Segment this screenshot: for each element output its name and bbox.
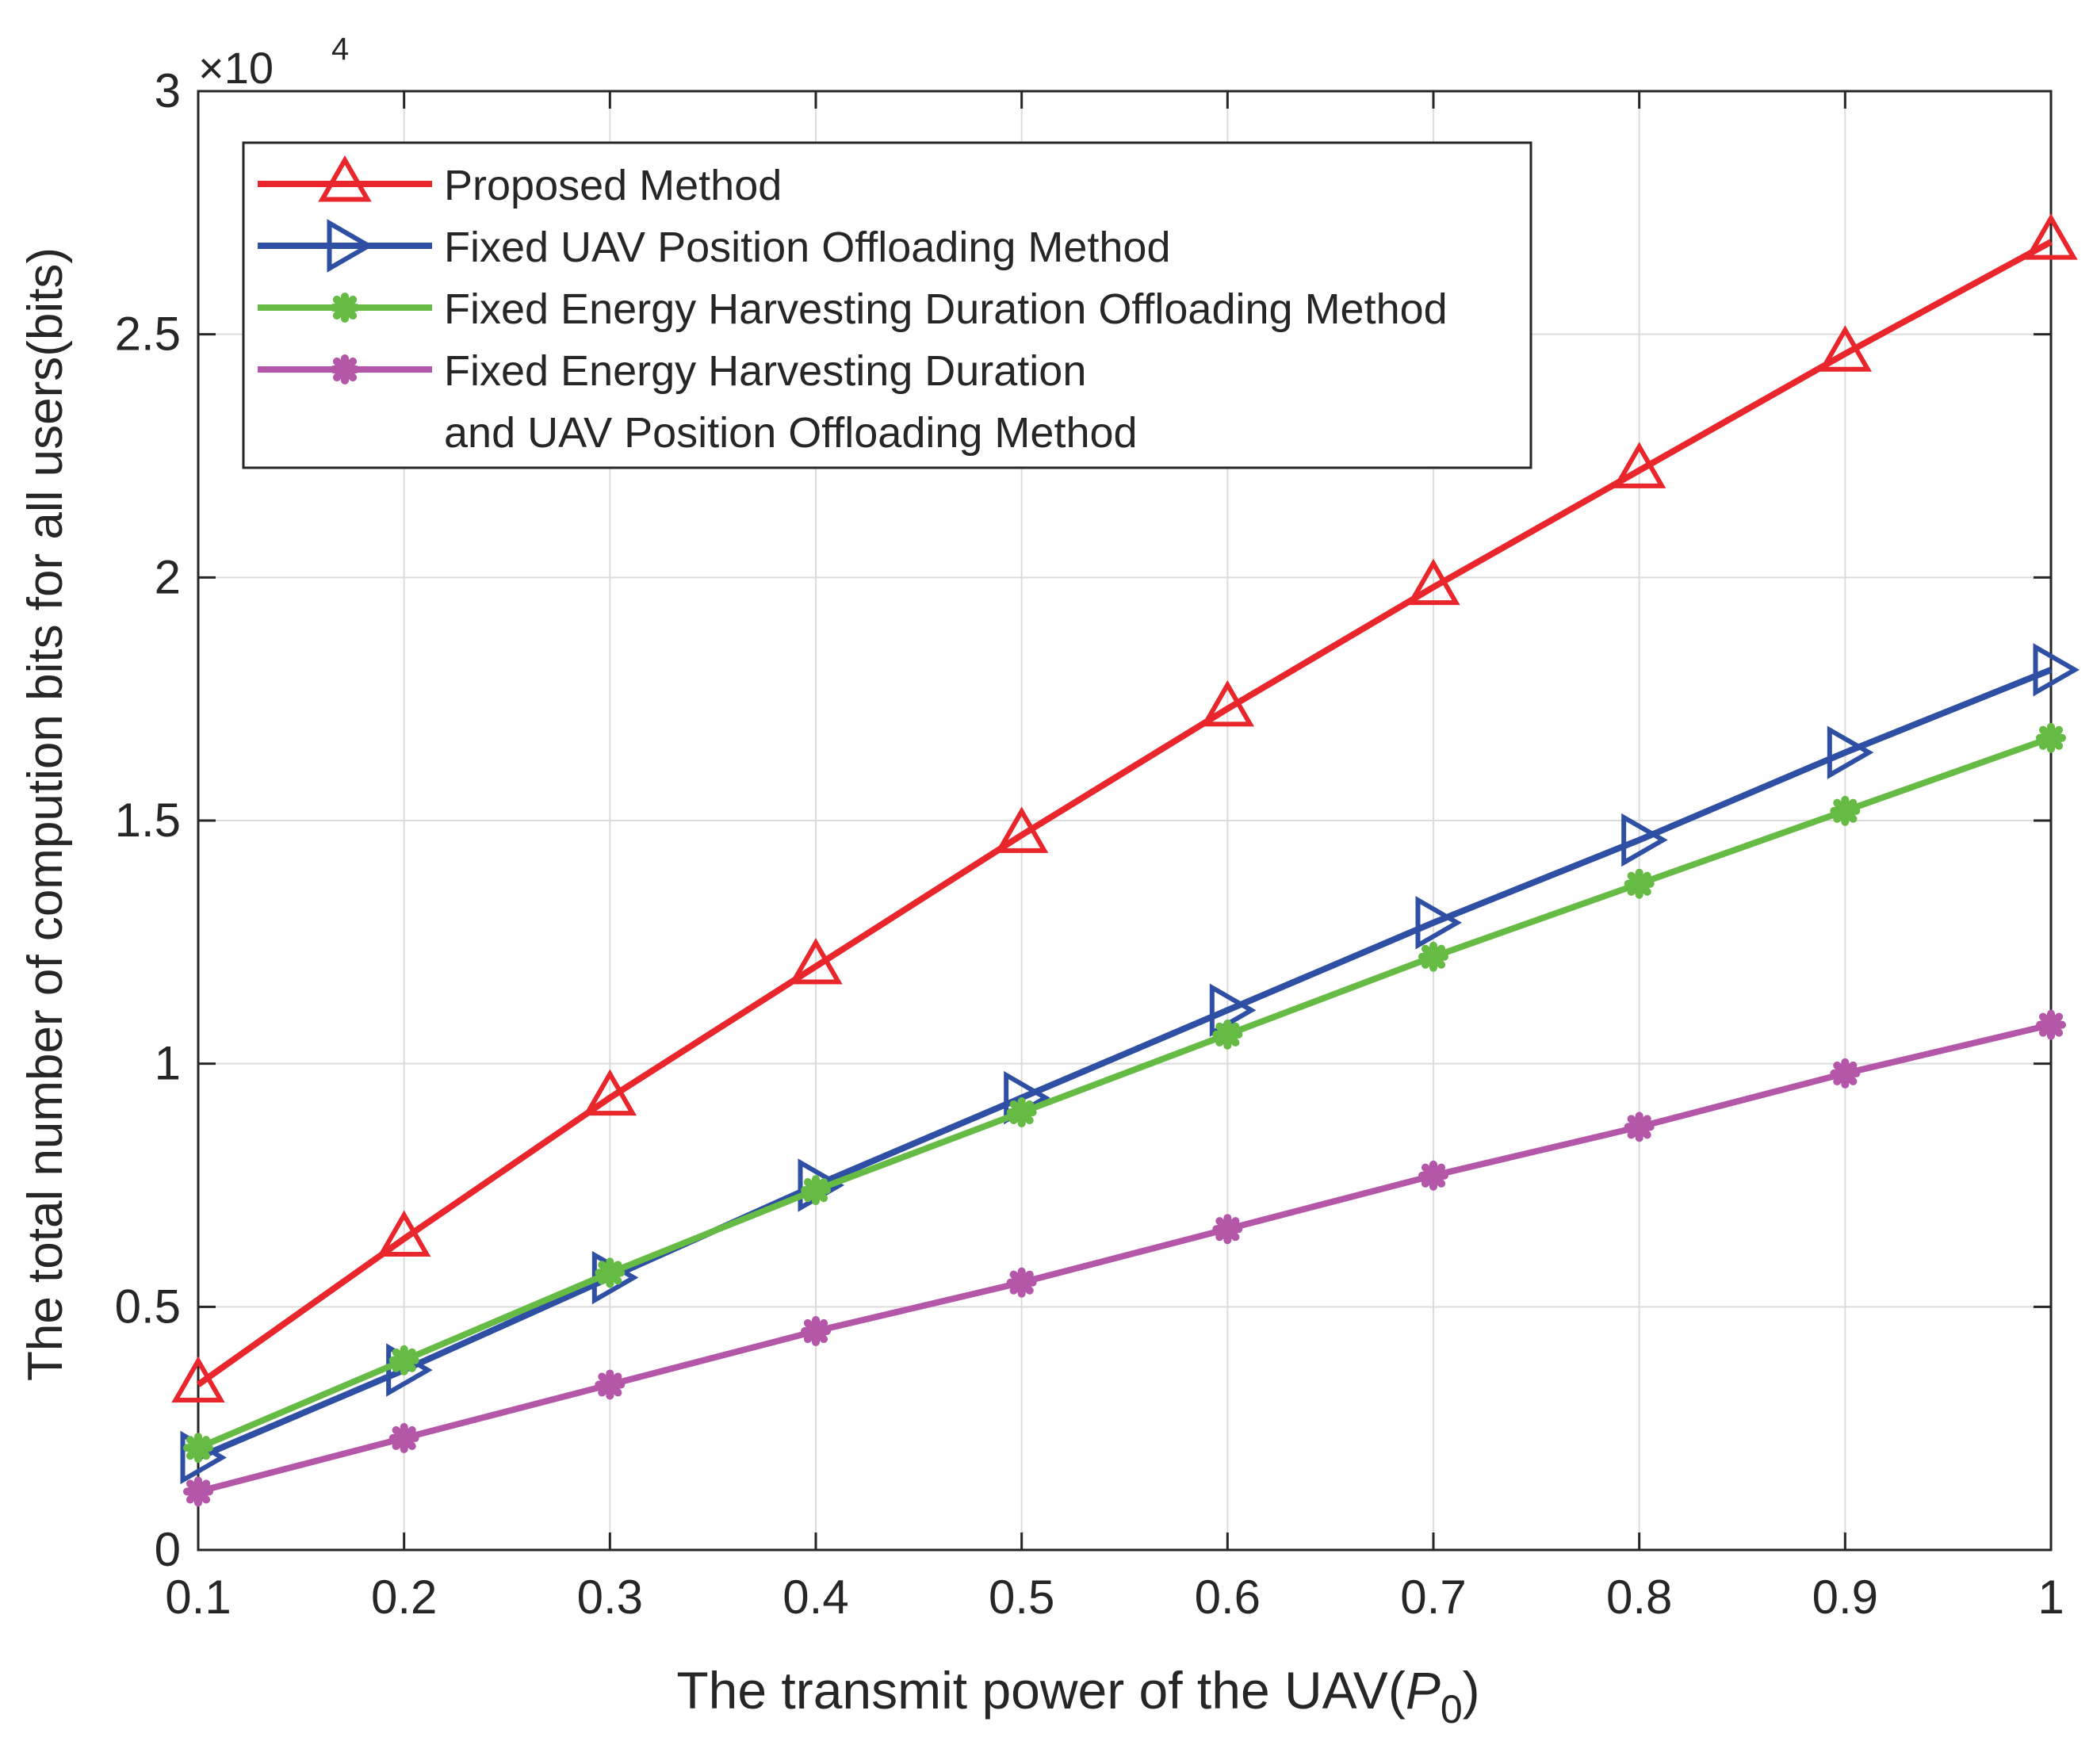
legend-marker [327,219,374,273]
series-point [1006,1267,1037,1298]
legend: Proposed Method Fixed UAV Position Offloa… [242,141,1532,469]
series-point [1212,1019,1243,1050]
series-point [801,1175,831,1206]
series-point [183,1433,213,1464]
series-point [2036,722,2066,753]
series-1 [171,213,2078,1402]
series-line [197,1021,2052,1495]
series-point [1827,725,1874,779]
x-tick-label: 0.9 [1812,1571,1878,1624]
x-tick-label: 0.5 [989,1571,1054,1624]
legend-box [242,141,1532,469]
series-point [1830,795,1861,826]
series-point [1621,813,1668,867]
series-line [196,239,2053,1387]
legend-label: Fixed Energy Harvesting Duration Offload… [444,285,1448,333]
series-point [1212,1214,1243,1245]
series-layer [171,213,2080,1507]
legend-label: and UAV Position Offloading Method [444,409,1138,457]
y-tick-label: 2 [155,550,181,603]
x-tick-label: 0.6 [1195,1571,1261,1624]
x-tick-labels: 0.1 0.2 0.3 0.4 0.5 0.6 0.7 0.8 0.9 1 [165,1571,2064,1624]
legend-label: Fixed UAV Position Offloading Method [444,224,1171,271]
x-axis-label-subscript: 0 [1441,1687,1463,1731]
series-point [1418,1160,1448,1191]
x-tick-label: 1 [2038,1571,2064,1624]
series-4 [183,1009,2066,1507]
series-point [1209,983,1257,1037]
x-axis-label: The transmit power of the UAV(P0) [676,1661,1479,1731]
x-tick-label: 0.8 [1606,1571,1672,1624]
axis-ticks [197,90,2053,1552]
x-tick-label: 0.4 [782,1571,848,1624]
series-point [595,1369,626,1400]
series-point [1006,1097,1037,1127]
series-point [789,937,843,985]
x-axis-label-close: ) [1463,1661,1480,1720]
legend-entry-1: Proposed Method [258,155,782,209]
legend-marker [318,155,372,202]
series-point [1612,442,1666,488]
series-point [1624,1112,1655,1142]
y-exponent-base: ×10 [198,43,274,93]
series-point [183,1476,213,1507]
series-3 [183,722,2066,1464]
x-axis-label-text: The transmit power of the UAV( [676,1661,1405,1720]
series-line [197,667,2053,1461]
legend-entry-3: Fixed Energy Harvesting Duration Offload… [258,285,1448,333]
legend-label: Proposed Method [444,162,782,209]
x-tick-label: 0.3 [577,1571,643,1624]
legend-entry-4: Fixed Energy Harvesting Duration and UAV … [258,347,1138,457]
series-point [1200,679,1255,727]
series-point [1818,325,1873,372]
y-axis-label: The total number of compution bits for a… [18,247,73,1381]
series-point [2033,643,2080,697]
series-point [1418,941,1448,972]
legend-entry-2: Fixed UAV Position Offloading Method [258,219,1171,273]
y-tick-label: 1 [155,1037,181,1090]
y-exponent-power: 4 [331,32,349,67]
series-point [1415,896,1463,950]
y-tick-label: 2.5 [115,308,181,361]
y-tick-label: 0.5 [115,1280,181,1333]
legend-marker [330,354,360,385]
y-tick-label: 1.5 [115,794,181,847]
series-point [2024,213,2078,260]
x-tick-label: 0.1 [165,1571,231,1624]
series-point [1624,868,1655,899]
x-tick-label: 0.2 [371,1571,437,1624]
legend-marker [330,293,360,323]
series-point [994,806,1049,853]
series-point [171,1356,225,1402]
series-point [595,1257,626,1288]
y-tick-label: 3 [155,64,181,117]
series-point [388,1345,419,1376]
series-point [583,1069,637,1116]
y-exponent: ×10 4 [198,32,349,93]
y-tick-labels: 0 0.5 1 1.5 2 2.5 3 [115,64,181,1576]
series-line [197,734,2053,1451]
series-point [801,1316,831,1346]
legend-label: Fixed Energy Harvesting Duration [444,347,1086,395]
y-tick-label: 0 [155,1523,181,1576]
series-point [388,1422,419,1453]
series-point [2036,1009,2066,1040]
series-point [1830,1058,1861,1089]
series-point [377,1210,431,1257]
x-tick-label: 0.7 [1400,1571,1466,1624]
series-point [1406,558,1460,606]
x-axis-label-symbol: P [1406,1661,1441,1720]
